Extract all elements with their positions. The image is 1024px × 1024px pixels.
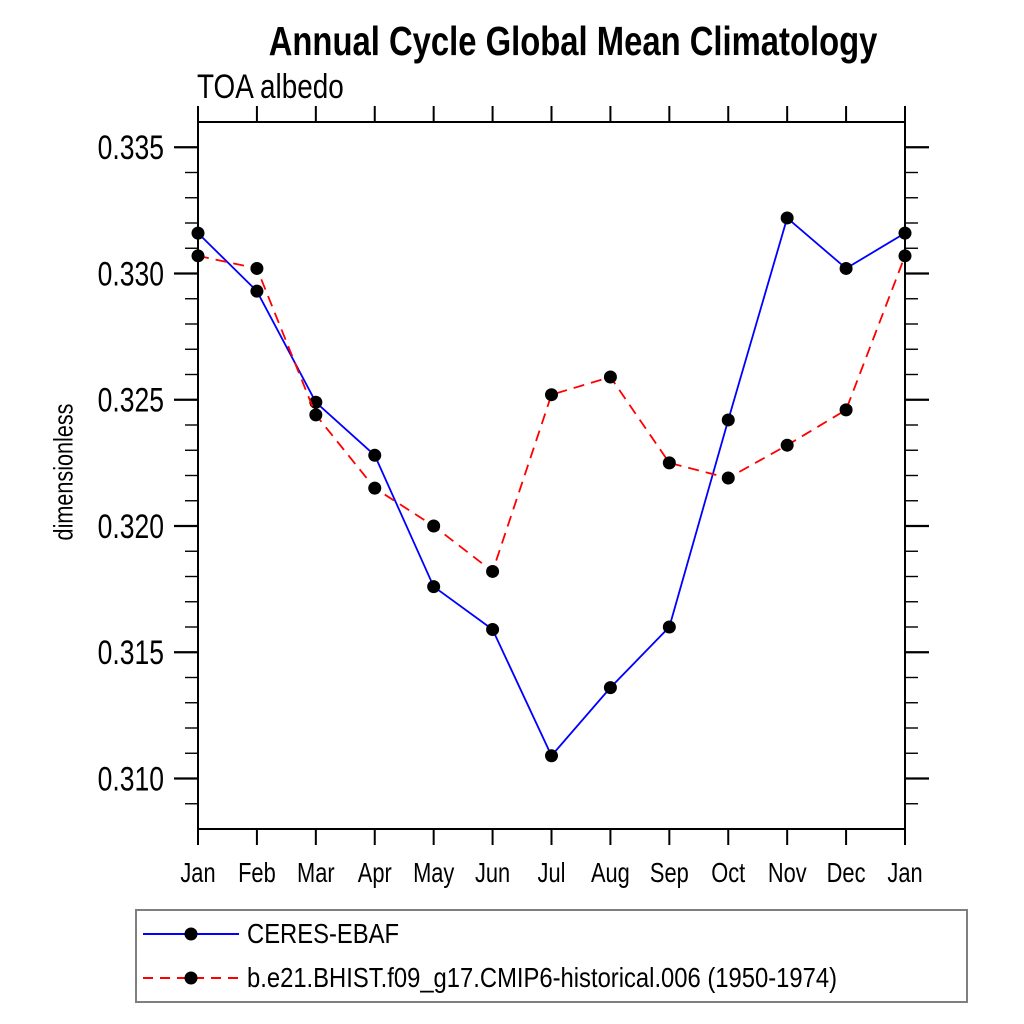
data-point-marker: [839, 261, 853, 275]
data-point-marker: [250, 261, 264, 275]
x-tick-label: Jan: [887, 857, 922, 888]
x-tick-label: Apr: [358, 857, 392, 888]
y-tick-label: 0.310: [98, 760, 164, 798]
x-tick-label: Aug: [591, 857, 630, 888]
data-point-marker: [839, 403, 853, 417]
x-tick-labels: Jan Feb Mar Apr May Jun Jul Aug Sep Oct Nov Dec Jan: [180, 857, 922, 888]
plot-frame: [197, 121, 906, 830]
chart-subtitle: TOA albedo: [197, 68, 344, 106]
series-ceres-ebaf: [191, 211, 912, 763]
x-tick-label: Feb: [238, 857, 276, 888]
legend-item-model-run: b.e21.BHIST.f09_g17.CMIP6-historical.006…: [141, 958, 966, 998]
legend-key-solid-line: [143, 927, 239, 941]
y-tick-label: 0.330: [98, 255, 164, 293]
series-line: [197, 254, 906, 573]
x-tick-label: Jun: [475, 857, 510, 888]
data-point-marker: [662, 620, 676, 634]
data-point-marker: [662, 456, 676, 470]
data-point-marker: [427, 519, 441, 533]
legend-key-dashed-line: [143, 971, 239, 985]
x-tick-label: Dec: [827, 857, 866, 888]
data-point-marker: [603, 681, 617, 695]
x-tick-label: Jul: [538, 857, 566, 888]
y-tick-label: 0.325: [98, 382, 164, 420]
axis-ticks: [174, 106, 929, 845]
data-point-marker: [427, 580, 441, 594]
data-point-marker: [545, 388, 558, 402]
data-point-marker: [545, 749, 558, 763]
series-line: [197, 216, 906, 758]
x-tick-label: Jan: [180, 857, 215, 888]
data-point-marker: [721, 471, 735, 485]
legend-label: b.e21.BHIST.f09_g17.CMIP6-historical.006…: [247, 961, 838, 993]
data-point-marker: [721, 413, 735, 427]
x-tick-label: Sep: [650, 857, 689, 888]
x-tick-label: Oct: [711, 857, 745, 888]
data-point-marker: [368, 448, 382, 462]
data-point-marker: [486, 623, 500, 637]
legend-box: CERES-EBAF b.e21.BHIST.f09_g17.CMIP6-his…: [135, 909, 968, 1003]
data-point-marker: [309, 408, 323, 422]
data-point-marker: [486, 564, 500, 578]
marker-dot-icon: [184, 971, 198, 985]
legend-item-ceres-ebaf: CERES-EBAF: [141, 914, 966, 954]
y-tick-label: 0.320: [98, 508, 164, 546]
data-point-marker: [780, 211, 794, 225]
data-point-marker: [780, 438, 794, 452]
chart-title: Annual Cycle Global Mean Climatology: [268, 18, 878, 64]
y-tick-labels: 0.310 0.315 0.320 0.325 0.330 0.335: [98, 129, 164, 798]
data-point-marker: [368, 481, 382, 495]
series-model-run: [191, 249, 912, 578]
x-tick-label: May: [413, 857, 455, 888]
legend-label: CERES-EBAF: [247, 918, 400, 950]
marker-dot-icon: [184, 927, 198, 941]
data-point-marker: [603, 370, 617, 384]
data-point-marker: [250, 284, 264, 298]
y-tick-label: 0.335: [98, 129, 164, 167]
y-tick-label: 0.315: [98, 634, 164, 672]
x-tick-label: Nov: [768, 857, 807, 888]
x-tick-label: Mar: [297, 857, 335, 888]
